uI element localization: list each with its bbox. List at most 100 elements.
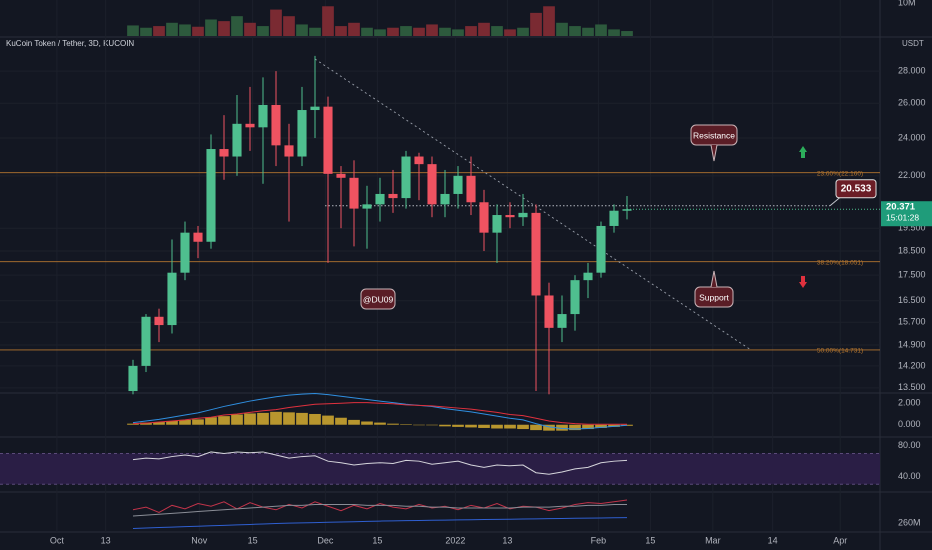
macd-bar — [166, 420, 178, 425]
target-callout — [835, 179, 877, 199]
macd-bar — [582, 424, 594, 430]
macd-bar — [179, 419, 191, 425]
macd-bar — [478, 424, 490, 428]
macd-bar — [257, 412, 269, 425]
macd-bar — [400, 424, 412, 425]
volume-bar — [348, 22, 360, 36]
volume-bar — [335, 26, 347, 36]
y-tick-label: 19.500 — [898, 223, 926, 233]
rsi-line — [132, 451, 628, 475]
volume-bar — [556, 22, 568, 36]
volume-bar — [517, 27, 529, 36]
macd-bar — [231, 414, 243, 425]
rsi-tick-label: 80.00 — [898, 440, 921, 450]
candle-body — [245, 123, 255, 128]
volume-bar — [439, 27, 451, 36]
macd-bar — [309, 413, 321, 425]
macd-tick-label: 2.000 — [898, 398, 921, 408]
volume-bar — [361, 27, 373, 36]
candle-body — [401, 156, 411, 199]
x-tick-label: 13 — [502, 535, 512, 545]
fib-label: 50.00%(14.731) — [817, 348, 863, 355]
candle-body — [492, 215, 502, 233]
macd-bar — [608, 424, 620, 427]
candle-body — [453, 175, 463, 194]
volume-bar — [127, 25, 139, 36]
x-tick-label: 15 — [248, 535, 258, 545]
candle-body — [167, 272, 177, 326]
macd-bar — [218, 416, 230, 425]
x-tick-label: Feb — [591, 535, 607, 545]
candle-body — [388, 193, 398, 199]
y-tick-label: 14.200 — [898, 360, 926, 370]
volume-bar — [621, 31, 633, 36]
candle-body — [505, 215, 515, 218]
y-tick-label: 14.900 — [898, 339, 926, 349]
macd-bar — [387, 423, 399, 425]
volume-bar — [270, 9, 282, 36]
macd-bar — [556, 424, 568, 431]
volume-bar — [166, 22, 178, 36]
x-tick-label: Dec — [317, 535, 334, 545]
macd-bar — [517, 424, 529, 430]
x-tick-label: 2022 — [445, 535, 465, 545]
support-note-tip — [710, 270, 718, 288]
lower-line — [132, 503, 628, 517]
macd-bar — [140, 422, 152, 425]
macd-bar — [348, 419, 360, 425]
volume-bar — [595, 24, 607, 36]
candle-body — [531, 212, 541, 296]
rsi-tick-label: 40.00 — [898, 471, 921, 481]
macd-bar — [465, 424, 477, 428]
candle-body — [557, 314, 567, 328]
macd-bar — [439, 424, 451, 427]
y-tick-label: 15.700 — [898, 317, 926, 327]
macd-bar — [595, 424, 607, 428]
y-tick-label: 24.000 — [898, 132, 926, 142]
candle-body — [141, 316, 151, 366]
macd-bar — [283, 412, 295, 425]
macd-tick-label: 0.000 — [898, 419, 921, 429]
current-price-tag — [881, 201, 932, 227]
candle-body — [310, 106, 320, 111]
author-note-box — [360, 288, 396, 310]
up-arrow — [799, 146, 807, 158]
resistance-note-tip — [710, 144, 718, 162]
volume-bar — [608, 29, 620, 36]
candle-body — [206, 149, 216, 242]
volume-bar — [322, 6, 334, 36]
lower-tick-label: 260M — [898, 517, 921, 527]
candle-body — [180, 232, 190, 273]
y-tick-label: 17.500 — [898, 270, 926, 280]
volume-tick-label: 10M — [898, 0, 916, 7]
x-tick-label: Nov — [191, 535, 208, 545]
macd-bar — [153, 422, 165, 425]
candle-body — [362, 204, 372, 209]
macd-bar — [244, 413, 256, 425]
volume-bar — [374, 29, 386, 36]
y-tick-label: 26.000 — [898, 98, 926, 108]
candle-body — [479, 202, 489, 233]
macd-bar — [270, 411, 282, 425]
resistance-note: Resistance — [693, 130, 735, 140]
volume-bar — [192, 26, 204, 36]
y-tick-label: 22.000 — [898, 170, 926, 180]
current-price-label: 20.371 — [886, 202, 916, 213]
trendline — [314, 58, 751, 351]
volume-bar — [140, 27, 152, 36]
macd-bar — [543, 424, 555, 431]
volume-bar — [413, 27, 425, 36]
volume-bar — [582, 27, 594, 36]
y-tick-label: 13.500 — [898, 382, 926, 392]
candle-body — [609, 210, 619, 226]
macd-bar — [361, 421, 373, 425]
macd-bar — [205, 417, 217, 425]
x-tick-label: 13 — [101, 535, 111, 545]
volume-bar — [478, 22, 490, 36]
candle-body — [427, 164, 437, 205]
x-tick-label: Oct — [50, 535, 65, 545]
volume-bar — [543, 6, 555, 36]
candle-body — [258, 104, 268, 128]
x-tick-label: Mar — [705, 535, 721, 545]
